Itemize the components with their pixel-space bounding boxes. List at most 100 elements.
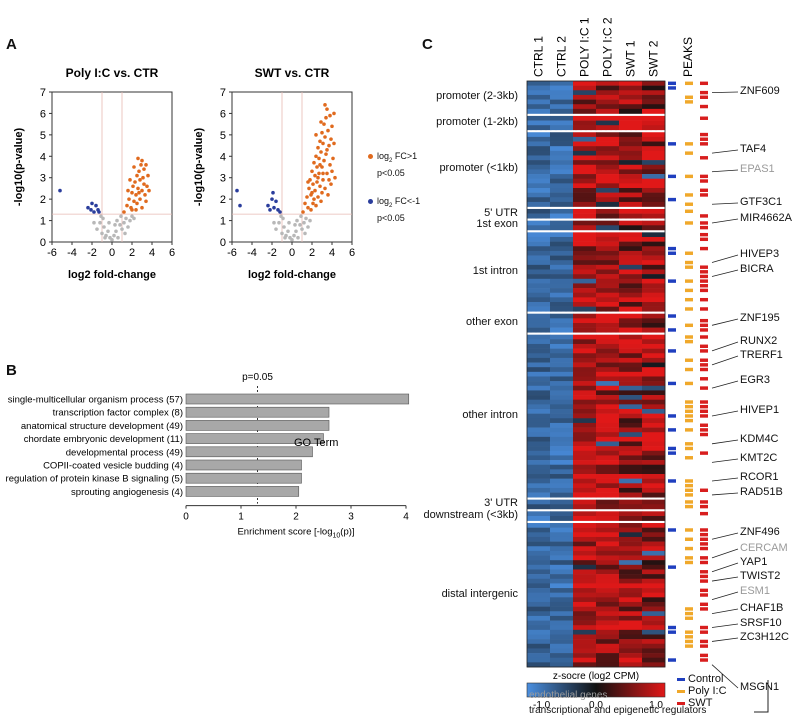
heatmap-cell-2-0 xyxy=(527,90,551,96)
heatmap-cell-83-3 xyxy=(596,483,620,489)
heatmap-cell-107-3 xyxy=(596,601,620,607)
gene-label-kmt2c: KMT2C xyxy=(740,452,778,464)
heatmap-cell-100-2 xyxy=(573,569,597,575)
heatmap-cell-84-3 xyxy=(596,487,620,493)
heatmap-cell-3-2 xyxy=(573,94,597,100)
heatmap-cell-13-1 xyxy=(550,146,574,152)
volcano-polyic-xtick-label-1: -4 xyxy=(67,247,77,259)
heatmap-cell-44-5 xyxy=(642,297,666,303)
peak-mark-61-1 xyxy=(685,381,693,386)
heatmap-cell-29-4 xyxy=(619,225,643,231)
heatmap-cell-53-0 xyxy=(527,343,551,349)
volcano-swt-point-up-53 xyxy=(318,163,322,167)
volcano-plot-polyic: Poly I:C vs. CTR -6 -4 -2 0 2 4 6 0 1 2 3 4 5 6 7 log2 f… xyxy=(13,66,175,281)
heatmap-cell-41-3 xyxy=(596,283,620,289)
heatmap-cell-102-4 xyxy=(619,578,643,584)
heatmap-cell-71-2 xyxy=(573,427,597,433)
heatmap-cell-108-5 xyxy=(642,606,666,612)
heatmap-cell-41-5 xyxy=(642,283,666,289)
volcano-swt-point-up-55 xyxy=(327,178,331,182)
peak-mark-24-0 xyxy=(668,197,676,202)
heatmap-cell-34-4 xyxy=(619,250,643,256)
peak-mark-31-2 xyxy=(700,237,708,242)
volcano-swt-point-up-20 xyxy=(317,171,321,176)
gene-label-rad51b: RAD51B xyxy=(740,486,783,498)
volcano-swt-point-ns-7 xyxy=(290,238,294,242)
peak-mark-44-1 xyxy=(685,297,693,302)
heatmap-cell-105-1 xyxy=(550,592,574,598)
heatmap-cell-1-3 xyxy=(596,85,620,91)
volcano-swt-xtick-label-6: 6 xyxy=(349,247,355,259)
heatmap-cell-9-3 xyxy=(596,125,620,131)
heatmap-cell-57-4 xyxy=(619,362,643,368)
heatmap-cell-117-2 xyxy=(573,648,597,654)
volcano-polyic-point-down-4 xyxy=(94,203,98,208)
heatmap-cell-83-0 xyxy=(527,483,551,489)
heatmap-cell-45-4 xyxy=(619,302,643,307)
heatmap-cell-76-4 xyxy=(619,450,643,456)
go-category-label-4: developmental process (49) xyxy=(66,447,183,458)
colorbar-tick-0: -1.0 xyxy=(533,700,551,711)
heatmap-cell-117-4 xyxy=(619,648,643,654)
heatmap-cell-47-3 xyxy=(596,313,620,319)
heatmap-cell-18-4 xyxy=(619,169,643,175)
volcano-swt-point-down-2 xyxy=(266,203,270,208)
heatmap-cell-37-5 xyxy=(642,264,666,270)
volcano-swt-point-up-11 xyxy=(313,173,317,178)
peak-mark-95-2 xyxy=(700,546,708,551)
heatmap-cell-6-2 xyxy=(573,108,597,114)
heatmap-cell-60-2 xyxy=(573,376,597,382)
volcano-swt-point-up-25 xyxy=(320,130,324,135)
volcano-swt-point-up-17 xyxy=(316,145,320,150)
region-label-9: downstream (<3kb) xyxy=(423,508,518,521)
heatmap-cell-51-2 xyxy=(573,334,597,340)
heatmap-cell-43-1 xyxy=(550,292,574,298)
heatmap-cell-82-2 xyxy=(573,478,597,484)
heatmap-cell-52-2 xyxy=(573,339,597,345)
heatmap-cell-39-3 xyxy=(596,274,620,280)
heatmap-cell-33-4 xyxy=(619,246,643,252)
heatmap-cell-85-3 xyxy=(596,492,620,498)
volcano-polyic-point-up-20 xyxy=(142,167,146,171)
heatmap-cell-56-4 xyxy=(619,357,643,363)
heatmap-cell-10-1 xyxy=(550,132,574,138)
volcano-polyic-xtick-label-6: 6 xyxy=(169,247,175,259)
heatmap-cell-58-5 xyxy=(642,367,666,373)
heatmap-cell-107-1 xyxy=(550,601,574,607)
peak-mark-71-0 xyxy=(668,428,676,432)
heatmap-cell-24-0 xyxy=(527,197,551,203)
peak-mark-15-2 xyxy=(700,156,708,160)
go-xlabel-end: (p)] xyxy=(340,527,354,538)
gene-label-twist2: TWIST2 xyxy=(740,570,781,582)
volcano-swt-point-up-18 xyxy=(316,195,320,199)
volcano-polyic-point-up-4 xyxy=(130,190,134,195)
heatmap-cell-2-4 xyxy=(619,90,643,96)
heatmap-cell-114-1 xyxy=(550,634,574,640)
go-legend-label: GO Term xyxy=(294,437,338,449)
heatmap-cell-36-2 xyxy=(573,260,597,266)
heatmap-cell-20-3 xyxy=(596,178,620,184)
heatmap-cell-21-1 xyxy=(550,183,574,189)
peak-mark-88-2 xyxy=(700,511,708,516)
heatmap-cell-102-1 xyxy=(550,578,574,584)
heatmap-cell-3-1 xyxy=(550,94,574,100)
heatmap-cell-50-1 xyxy=(550,327,574,333)
heatmap-cell-82-5 xyxy=(642,478,666,484)
heatmap-cell-19-2 xyxy=(573,174,597,179)
heatmap-cell-118-5 xyxy=(642,653,666,659)
volcano-swt-point-up-34 xyxy=(324,115,328,120)
volcano-swt-point-ns-24 xyxy=(283,235,287,240)
heatmap-cell-56-5 xyxy=(642,357,666,363)
heatmap-cell-67-4 xyxy=(619,408,643,414)
gene-leader-line-15 xyxy=(711,492,739,496)
volcano-swt-point-up-19 xyxy=(317,156,321,161)
heatmap-cell-27-3 xyxy=(596,213,620,219)
heatmap-cell-8-1 xyxy=(550,120,574,126)
heatmap-cell-88-4 xyxy=(619,511,643,517)
peak-mark-67-1 xyxy=(685,409,693,414)
heatmap-cell-40-3 xyxy=(596,278,620,284)
gene-leader-line-5 xyxy=(711,254,739,263)
heatmap-cell-0-2 xyxy=(573,81,597,86)
peaks-header: PEAKS xyxy=(681,37,695,77)
heatmap-cell-81-0 xyxy=(527,474,551,479)
